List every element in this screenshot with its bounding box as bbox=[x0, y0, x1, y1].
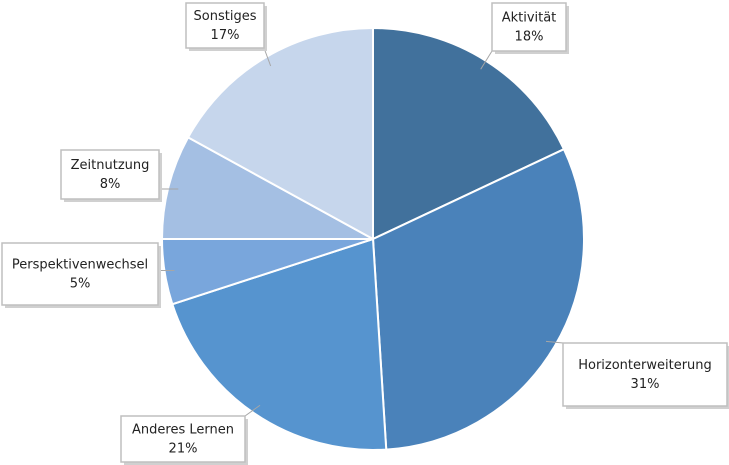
label-box bbox=[491, 2, 567, 52]
label-box bbox=[120, 415, 246, 463]
pie-slice bbox=[371, 147, 585, 451]
leader-line bbox=[545, 340, 564, 344]
slice-label: Anderes Lernen bbox=[132, 423, 234, 438]
slice-label: Aktivität bbox=[502, 11, 557, 26]
slice-value: 5% bbox=[70, 277, 91, 292]
label-box bbox=[60, 149, 160, 200]
slice-label: Sonstiges bbox=[194, 9, 257, 24]
slice-label: Horizonterweiterung bbox=[578, 358, 712, 373]
slice-value: 21% bbox=[169, 442, 198, 457]
slice-label: Zeitnutzung bbox=[71, 158, 150, 173]
label-box bbox=[1, 242, 159, 306]
label-box bbox=[185, 2, 265, 49]
slice-label: Perspektivenwechsel bbox=[12, 258, 148, 273]
slice-value: 8% bbox=[100, 177, 121, 192]
label-box bbox=[562, 342, 728, 407]
leader-line bbox=[480, 50, 493, 70]
pie-slice bbox=[160, 135, 374, 240]
pie-slice bbox=[171, 237, 388, 451]
slice-value: 17% bbox=[211, 28, 240, 43]
pie-slice bbox=[186, 26, 374, 241]
leader-line bbox=[244, 404, 261, 417]
slice-value: 31% bbox=[631, 377, 660, 392]
slice-value: 18% bbox=[515, 30, 544, 45]
